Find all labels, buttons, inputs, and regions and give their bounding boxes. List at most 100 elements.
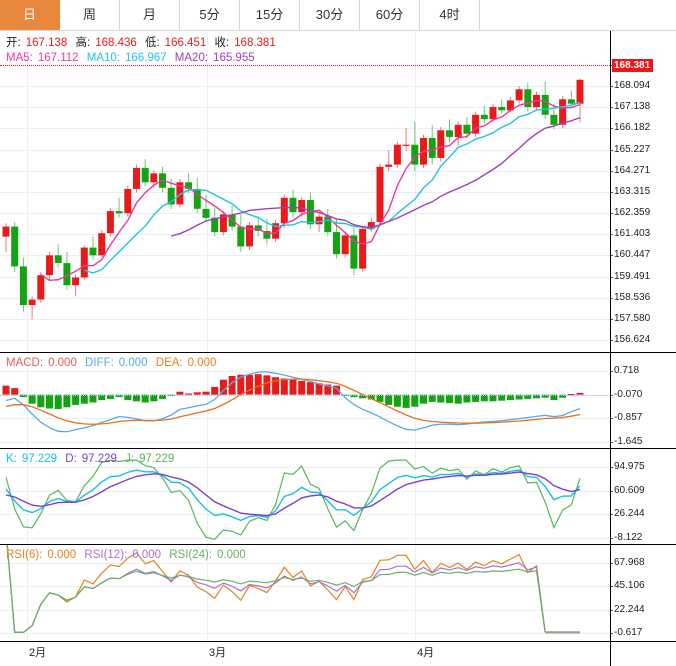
axis-tick-label: -8.122 [614, 532, 643, 543]
macd-histogram-bar [28, 394, 36, 404]
rsi-legend: RSI(6): 0.000 RSI(12): 0.000 RSI(24): 0.000 [6, 549, 251, 562]
period-tab-2[interactable]: 月 [120, 0, 180, 30]
period-tab-6[interactable]: 60分 [360, 0, 420, 30]
macd-histogram-bar [402, 394, 410, 408]
rsi-plot[interactable] [0, 545, 610, 641]
period-tab-0[interactable]: 日 [0, 0, 60, 30]
period-tab-1[interactable]: 周 [60, 0, 120, 30]
rsi12-label: RSI(12): [84, 549, 128, 561]
candle-body [472, 114, 480, 134]
candlestick-series [2, 78, 584, 320]
candle-body [219, 214, 227, 233]
axis-tick-mark [610, 610, 613, 611]
macd-histogram-bar [367, 394, 375, 400]
axis-tick-label: 162.359 [614, 207, 651, 218]
candle-body [176, 182, 184, 205]
macd-axis: 0.718 -0.070 -0.857 -1.645 [610, 353, 676, 448]
axis-tick-label: 159.491 [614, 271, 651, 282]
macd-histogram-bar [263, 375, 271, 395]
gridline [0, 491, 610, 492]
macd-histogram-bar [211, 386, 219, 395]
macd-histogram-bar [446, 394, 453, 404]
macd-histogram-bar [515, 394, 523, 400]
macd-histogram-bar [333, 385, 340, 395]
candle-body [106, 211, 114, 234]
low-label: 低: [144, 37, 160, 49]
period-tab-4[interactable]: 15分 [240, 0, 300, 30]
macd-histogram-bar [141, 394, 149, 403]
axis-tick-mark [610, 442, 613, 443]
axis-tick-label: 163.315 [614, 186, 651, 197]
ma5-value: 167.112 [37, 52, 79, 64]
macd-histogram-bar [202, 391, 210, 395]
candle-body [124, 188, 132, 214]
candle-body [428, 138, 436, 158]
macd-histogram-bar [246, 374, 253, 395]
diff-value: 0.000 [118, 357, 148, 369]
candle-body [202, 208, 210, 218]
macd-histogram-bar [567, 394, 575, 396]
period-tab-5[interactable]: 30分 [300, 0, 360, 30]
gridline [0, 171, 610, 172]
candle-body [289, 197, 297, 213]
macd-histogram-bar [506, 394, 514, 401]
axis-divider [610, 31, 611, 666]
candle-body [463, 124, 471, 134]
candle-body [115, 211, 123, 214]
macd-histogram-bar [480, 394, 488, 402]
ma10-label: MA10: [86, 52, 121, 64]
axis-tick-label: 158.536 [614, 292, 651, 303]
candle-body [376, 166, 384, 223]
ma-line-20 [171, 116, 581, 237]
low-value: 166.451 [164, 37, 207, 49]
ma20-label: MA20: [174, 52, 209, 64]
high-label: 高: [75, 37, 91, 49]
macd-plot[interactable] [0, 353, 610, 448]
axis-tick-label: 161.403 [614, 228, 651, 239]
axis-tick-label: 22.244 [614, 604, 645, 615]
period-tab-3[interactable]: 5分 [180, 0, 240, 30]
axis-tick-mark [610, 371, 613, 372]
candle-body [237, 226, 245, 247]
ma5-label: MA5: [6, 52, 33, 64]
axis-tick-label: 45.106 [614, 580, 645, 591]
candle-body [280, 197, 288, 224]
axis-tick-label: 168.094 [614, 80, 651, 91]
axis-tick-mark [610, 418, 613, 419]
candle-body [350, 235, 358, 269]
price-panel: 169.050168.094167.138166.182165.227164.2… [0, 31, 676, 352]
macd-histogram-bar [219, 379, 227, 395]
macd-histogram-bar [463, 394, 471, 403]
axis-tick-mark [610, 277, 613, 278]
month-gridline [27, 545, 28, 641]
open-label: 开: [6, 37, 21, 49]
candle-body [576, 79, 584, 104]
gridline [0, 610, 610, 611]
macd-histogram-bar [280, 378, 288, 395]
macd-histogram-bar [54, 394, 62, 410]
macd-histogram-bar [272, 377, 280, 395]
macd-histogram-bar [359, 394, 367, 399]
macd-diff-line [5, 371, 581, 433]
period-tab-7[interactable]: 4时 [420, 0, 480, 30]
separator-rsi-xaxis [0, 641, 676, 642]
separator-macd-kdj [0, 448, 676, 449]
kdj-plot[interactable] [0, 449, 610, 544]
rsi-line-24 [6, 545, 546, 634]
macd-histogram-bar [98, 394, 106, 401]
macd-histogram-bar [541, 394, 549, 398]
macd-histogram-bar [193, 392, 201, 395]
axis-tick-mark [610, 255, 613, 256]
axis-tick-label: 67.968 [614, 557, 645, 568]
price-plot[interactable] [0, 31, 610, 352]
ma-legend: MA5: 167.112 MA10: 166.967 MA20: 165.955 [6, 52, 260, 65]
candle-body [506, 100, 514, 111]
macd-histogram-bar [185, 393, 193, 395]
time-axis-label: 4月 [417, 647, 435, 659]
macd-histogram-bar [289, 379, 297, 395]
macd-histogram-bar [254, 374, 262, 395]
macd-histogram-bar [420, 394, 427, 404]
macd-histogram-bar [315, 383, 323, 395]
separator-kdj-rsi [0, 544, 676, 545]
candle-body [393, 144, 401, 165]
